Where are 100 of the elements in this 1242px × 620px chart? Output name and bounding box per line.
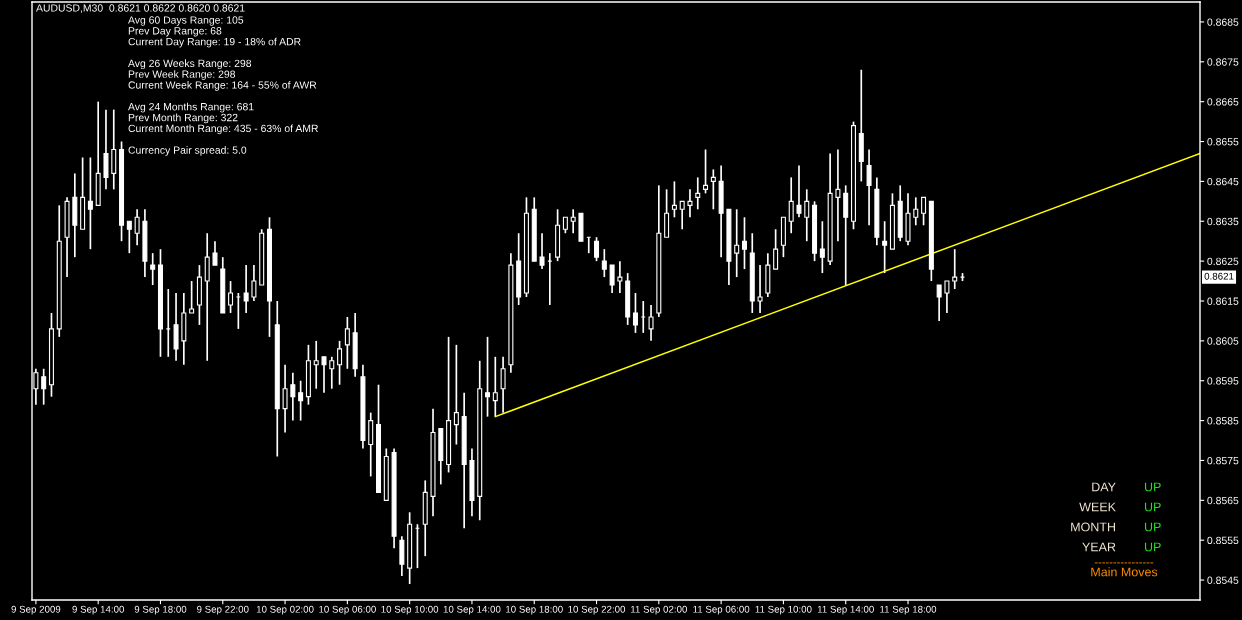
y-tick-label: 0.8665 xyxy=(1207,98,1239,106)
y-tick-label: 0.8655 xyxy=(1207,138,1239,146)
candlestick xyxy=(337,340,343,386)
candlestick xyxy=(757,264,763,314)
candlestick xyxy=(111,108,117,191)
candlestick xyxy=(788,176,794,235)
x-tick-label: 10 Sep 22:00 xyxy=(568,605,626,615)
candlestick xyxy=(329,355,335,390)
candlestick xyxy=(843,184,849,286)
candlestick xyxy=(500,355,506,414)
x-tick-label: 11 Sep 14:00 xyxy=(817,605,874,615)
y-tick-label: 0.8575 xyxy=(1207,456,1239,465)
candlestick xyxy=(298,379,304,422)
candlestick xyxy=(679,200,685,231)
x-tick-label: 11 Sep 06:00 xyxy=(693,605,750,615)
candlestick xyxy=(126,220,132,254)
y-tick-label: 0.8615 xyxy=(1207,297,1239,305)
candlestick xyxy=(399,535,405,577)
y-tick-label: 0.8595 xyxy=(1207,377,1239,385)
y-tick-label: 0.8625 xyxy=(1207,257,1239,266)
candlestick xyxy=(804,188,810,243)
x-tick-label: 10 Sep 18:00 xyxy=(506,605,563,615)
x-tick-label: 10 Sep 06:00 xyxy=(319,605,376,615)
annotation: Main Moves xyxy=(1091,567,1158,577)
candlestick xyxy=(703,148,709,195)
candlestick xyxy=(453,344,459,446)
x-tick-label: 11 Sep 18:00 xyxy=(880,605,937,615)
candlestick xyxy=(601,248,607,278)
candlestick xyxy=(710,168,716,211)
candlestick xyxy=(695,176,701,211)
candlestick xyxy=(189,280,195,314)
annotation: DAY xyxy=(1092,482,1116,492)
candlestick xyxy=(921,196,927,227)
y-tick-label: 0.8645 xyxy=(1207,177,1239,186)
x-tick-label: 9 Sep 14:00 xyxy=(72,605,125,615)
candlestick xyxy=(796,164,802,219)
candlestick xyxy=(492,355,498,418)
annotation: UP xyxy=(1144,522,1161,532)
candlestick xyxy=(243,264,249,314)
candlestick xyxy=(485,336,491,418)
candlestick xyxy=(228,280,234,314)
candlestick xyxy=(741,216,747,270)
candlestick xyxy=(570,208,576,235)
annotation: UP xyxy=(1144,542,1161,552)
candlestick xyxy=(609,264,615,294)
candlestick xyxy=(321,355,327,394)
candlestick xyxy=(866,148,872,227)
candlestick xyxy=(212,240,218,266)
candlestick xyxy=(539,232,545,270)
candlestick xyxy=(368,411,374,478)
candlestick xyxy=(648,304,654,342)
candlestick xyxy=(773,228,779,270)
x-tick-label: 11 Sep 02:00 xyxy=(631,605,688,615)
y-tick-label: 0.8565 xyxy=(1207,496,1239,505)
y-tick-label: 0.8685 xyxy=(1207,18,1239,26)
candlestick xyxy=(734,208,740,278)
candlestick xyxy=(952,248,958,290)
chart-title: AUDUSD,M30 0.8621 0.8622 0.8620 0.8621 xyxy=(36,4,245,13)
annotation: WEEK xyxy=(1079,502,1116,512)
candlestick xyxy=(103,108,109,191)
candlestick xyxy=(687,188,693,219)
y-tick-label: 0.8605 xyxy=(1207,337,1239,345)
candlestick xyxy=(594,236,600,262)
candlestick xyxy=(173,292,179,362)
candlestick xyxy=(282,363,288,434)
x-tick-label: 9 Sep 2009 xyxy=(11,605,61,615)
candlestick xyxy=(913,196,919,227)
candlestick xyxy=(150,252,156,286)
x-tick-label: 9 Sep 22:00 xyxy=(197,605,249,615)
annotation: YEAR xyxy=(1082,542,1116,552)
y-tick-label: 0.8635 xyxy=(1207,217,1239,226)
y-tick-label: 0.8585 xyxy=(1207,417,1239,425)
candlestick xyxy=(882,220,888,274)
y-tick-label: 0.8545 xyxy=(1207,576,1239,584)
candlestick xyxy=(664,188,670,239)
candlestick xyxy=(87,156,93,251)
annotation: UP xyxy=(1144,482,1161,492)
annotation: MONTH xyxy=(1071,522,1115,532)
x-tick-label: 11 Sep 10:00 xyxy=(755,605,812,615)
candlestick xyxy=(671,180,677,219)
candlestick xyxy=(251,264,257,302)
candlestick xyxy=(204,232,210,362)
y-tick-label: 0.8675 xyxy=(1207,58,1239,66)
candlestick xyxy=(936,284,942,322)
candlestick xyxy=(344,316,350,370)
candlestick xyxy=(313,340,319,390)
candlestick xyxy=(41,367,47,406)
candlestick xyxy=(819,220,825,274)
text: 0.8621 xyxy=(1204,272,1234,280)
candlestick xyxy=(835,148,841,243)
candlestick xyxy=(632,292,638,334)
x-tick-label: 9 Sep 18:00 xyxy=(134,605,187,615)
annotation: UP xyxy=(1144,502,1161,512)
y-tick-label: 0.8555 xyxy=(1207,536,1239,545)
x-tick-label: 10 Sep 02:00 xyxy=(256,605,314,615)
candlestick xyxy=(290,371,296,422)
candlestick xyxy=(617,260,623,294)
candlestick xyxy=(134,208,140,247)
x-tick-label: 10 Sep 14:00 xyxy=(443,605,501,615)
text: Avg 60 Days Range: 105 Prev Day Range: 68 Current Day Range: 19 - 18% of ADR Avg 26 Weeks Range: 298 Prev Week Range: 298 Current Week Range: 164 - 55% of AWR Avg 24 Months Range: 681 Prev Month Range: 322 Current Month Range: 435 - 63% of AMR Currency Pair spread: 5.0 xyxy=(128,16,319,156)
